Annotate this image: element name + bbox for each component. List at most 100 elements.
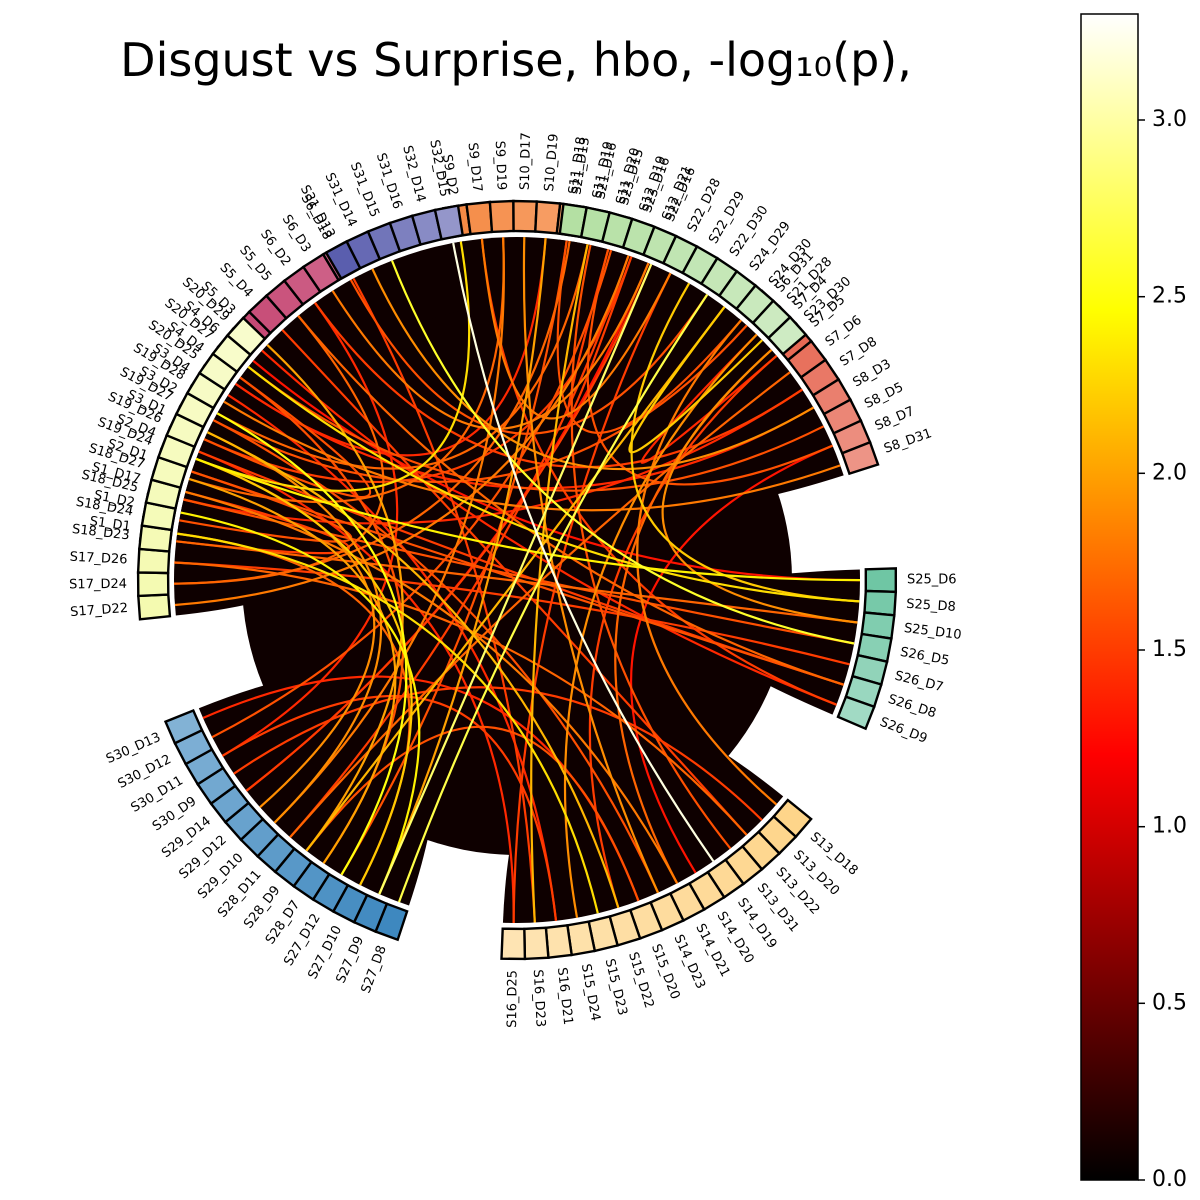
chord-S30_D12-S23_D15 [211,249,613,739]
colorbar-tick-label: 3.0 [1152,107,1187,132]
colorbar: 0.0 0.5 1.0 1.5 2.0 2.5 3.0 [1080,13,1187,1192]
chord-S25_D8-S22_D29 [630,282,860,603]
node-label-S26_D9: S26_D9 [878,715,930,747]
node-label-S9_D17: S9_D17 [465,142,485,193]
node-S30_D13 [163,708,204,745]
colorbar-tick-label: 0.5 [1152,990,1187,1015]
chord-S6_D3-S12_D21 [331,262,650,430]
chord-S12_D19-S17_D22 [174,255,630,607]
node-S17_D26 [136,547,171,575]
node-S25_D8 [863,589,898,617]
node-label-S8_D5: S8_D5 [862,380,906,412]
node-label-S15_D24: S15_D24 [578,963,603,1023]
chord-S1_D2-S27_D9 [180,511,421,895]
node-label-S25_D6: S25_D6 [907,573,957,588]
chord-S3_D1-S15_D22 [207,431,620,909]
chord-S4_D6-S25_D6 [252,359,861,582]
chord-S6_D2-S7_D8 [314,302,803,469]
node-S32_D15 [433,204,465,241]
node-label-S27_D8: S27_D8 [359,944,390,996]
node-S26_D9 [836,695,876,731]
chord-S9_D19-S29_D10 [273,237,505,824]
chord-S16_D25-S22_D28 [512,272,672,924]
colorbar-tick-label: 1.5 [1152,637,1187,662]
chord-S30_D11-S16_D21 [221,695,558,921]
node-S8_D31 [840,440,880,476]
chord-S5_D5-S26_D8 [297,315,844,686]
chord-S9_D19-S18_D27 [188,237,505,504]
chord-S28_D7-S18_D27 [188,477,397,864]
node-S17_D24 [136,571,170,598]
node-label-S17_D26: S17_D26 [69,550,128,568]
colorbar-tick-label: 2.0 [1152,460,1187,485]
chord-S11_D20-S8_D7 [586,249,834,486]
chord-S6_D2-S30_D11 [221,302,399,757]
node-S23_D30 [766,315,808,356]
chord-S13_D20-S30_D9 [233,686,763,821]
chord-S2_D4-S16_D25 [198,450,515,924]
chord-S17_D26-S13_D22 [174,561,748,836]
chord-S1_D1-S15_D23 [177,532,599,914]
chord-S29_D14-S22_D16 [245,263,653,792]
chord-S26_D9-S20_D29 [261,349,837,706]
node-label-S16_D21: S16_D21 [554,967,575,1026]
colorbar-tick-label: 1.0 [1152,814,1187,839]
node-label-S8_D7: S8_D7 [873,404,917,434]
chord-S21_D13-S17_D24 [173,240,571,585]
chord-S15_D24-S21_D28 [563,333,758,918]
chord-S8_D5-S20_D27 [247,365,825,492]
node-S16_D21 [544,923,574,960]
node-label-S26_D8: S26_D8 [886,692,938,721]
colorbar-tick-label: 0.0 [1152,1167,1187,1192]
node-label-S18_D23: S18_D23 [71,522,130,543]
node-label-S9_D19: S9_D19 [492,140,509,190]
chord-S13_D31-S21_D16 [570,244,732,850]
chord-S25_D10-S18_D23 [176,540,858,624]
chord-S9_D17-S26_D9 [480,238,837,706]
node-S9_D17 [465,200,494,236]
chord-S22_D28-S9_D17 [480,238,672,420]
node-S25_D6 [864,567,897,594]
chord-S19_D27-S14_D23 [212,419,660,894]
chord-S3_D1-S29_D10 [207,431,383,824]
chord-S28_D9-S15_D20 [305,725,640,902]
chord-S7_D6-S28_D11 [289,371,791,838]
node-label-S17_D24: S17_D24 [69,577,127,593]
node-label-S16_D25: S16_D25 [505,970,521,1028]
chord-S26_D7-S17_D26 [174,561,850,666]
chord-layer [173,237,861,924]
node-label-S15_D23: S15_D23 [602,957,630,1017]
chord-S8_D3-S31_D14 [371,268,815,471]
colorbar-tick-label: 2.5 [1152,284,1187,309]
chord-S7_D5-S15_D22 [588,354,778,909]
chord-S27_D8-S22_D30 [397,293,709,903]
node-label-S15_D22: S15_D22 [625,950,656,1010]
node-label-S16_D23: S16_D23 [530,969,548,1028]
chord-S14_D19-S32_D15 [452,242,715,862]
chord-S11_D20-S23_D16 [566,249,633,418]
chord-S8_D31-S19_D28 [223,400,841,512]
chord-S31_D13-S16_D23 [352,277,536,923]
chord-S24_D30-S11_D18 [556,240,742,434]
node-label-S10_D19: S10_D19 [542,133,562,192]
chord-S13_D18-S24_D30 [636,319,778,806]
node-S16_D23 [523,926,550,961]
node-label-S26_D7: S26_D7 [893,669,945,696]
node-label-S32_D14: S32_D14 [399,144,428,204]
chord-S10_D17-S14_D23 [522,237,660,894]
node-label-S26_D5: S26_D5 [899,645,951,669]
chord-S25_D6-S19_D24 [195,457,861,582]
chord-S3_D2-S27_D12 [216,412,408,876]
chord-S10_D19-S27_D9 [378,238,547,895]
chord-S3_D2-S11_D19 [216,244,589,470]
node-S17_D22 [137,593,172,621]
chord-S27_D10-S19_D24 [195,457,413,886]
node-label-S25_D10: S25_D10 [903,621,962,643]
chord-S23_D30-S25_D10 [661,349,858,624]
node-label-S10_D17: S10_D17 [518,132,534,190]
chord-S26_D5-S31_D15 [390,260,855,645]
node-S9_D19 [488,199,515,234]
node-label-S8_D31: S8_D31 [882,426,934,457]
